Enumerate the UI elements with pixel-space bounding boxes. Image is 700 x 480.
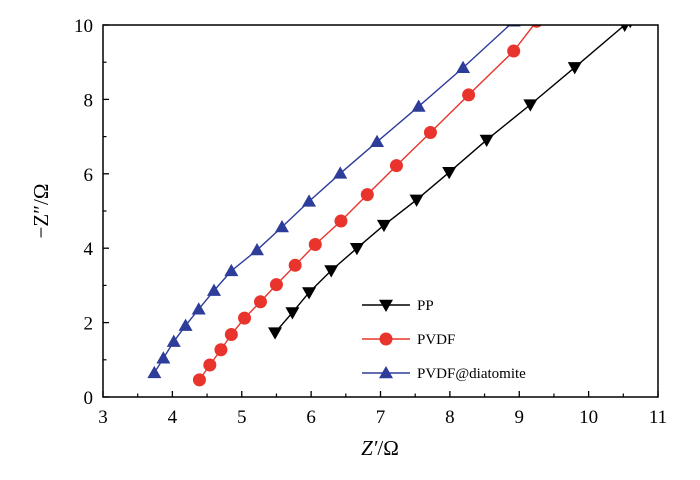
x-tick-label: 5 (237, 407, 247, 428)
data-point (442, 167, 457, 180)
data-point (156, 351, 171, 364)
data-point (531, 25, 542, 28)
data-point (274, 219, 289, 233)
series-line (153, 25, 511, 374)
data-point (409, 194, 424, 207)
series-pvdf-diatomite (147, 25, 521, 379)
data-point (389, 159, 403, 173)
series-layer (147, 25, 633, 387)
data-point (333, 166, 348, 179)
data-point (423, 126, 437, 140)
y-tick-label: 10 (74, 16, 93, 37)
y-tick-label: 8 (84, 90, 94, 111)
legend-label: PVDF@diatomite (417, 366, 526, 382)
data-point (203, 358, 217, 372)
x-tick-label: 9 (515, 407, 525, 428)
data-point (462, 88, 476, 102)
data-point (334, 214, 348, 228)
x-tick-label: 8 (445, 407, 455, 428)
y-axis-title-unit: /Ω (29, 184, 53, 205)
data-point (178, 318, 193, 331)
data-point (411, 99, 426, 112)
series-line (198, 25, 535, 381)
data-point (224, 263, 239, 277)
data-point (268, 327, 283, 340)
x-tick-label: 3 (98, 407, 108, 428)
x-tick-label: 6 (306, 407, 316, 428)
data-point (324, 265, 339, 278)
x-tick-label: 4 (168, 407, 178, 428)
data-point (224, 328, 238, 342)
data-point (349, 242, 364, 256)
data-point (253, 295, 267, 309)
x-axis-title-main: Z′ (361, 436, 378, 460)
data-point (166, 334, 181, 347)
x-axis-title-unit: /Ω (377, 436, 398, 460)
data-point (376, 219, 391, 233)
legend-marker (379, 299, 393, 312)
data-point (620, 25, 629, 32)
data-point (370, 134, 385, 148)
legend-label: PP (417, 298, 434, 314)
data-point (308, 237, 322, 251)
legend-item: PVDF@diatomite (362, 366, 526, 382)
data-point (269, 278, 283, 292)
legend: PP PVDF PVDF@diatomite (362, 298, 526, 382)
legend-item: PP (362, 298, 434, 314)
data-point (214, 343, 228, 357)
data-point (302, 194, 317, 207)
legend-marker (379, 332, 393, 346)
data-point (456, 60, 471, 74)
data-point (147, 365, 162, 379)
legend-item: PVDF (362, 332, 455, 348)
data-point (628, 25, 633, 29)
data-point (288, 258, 302, 272)
y-tick-label: 0 (84, 388, 94, 409)
data-point (285, 307, 300, 320)
data-point (192, 373, 206, 387)
legend-marker (379, 366, 393, 379)
data-point (523, 99, 538, 112)
x-tick-label: 11 (649, 407, 667, 428)
data-point (507, 44, 521, 58)
y-tick-label: 2 (84, 314, 94, 335)
y-axis-title-main: −Z″ (29, 205, 53, 238)
data-point (250, 243, 265, 256)
x-tick-label: 10 (579, 407, 598, 428)
x-tick-label: 7 (376, 407, 386, 428)
data-point (191, 302, 206, 315)
y-axis-title: −Z″/Ω (29, 184, 53, 239)
data-point (238, 311, 252, 325)
data-point (360, 188, 374, 202)
series-pvdf (192, 25, 542, 387)
series-pp (268, 25, 633, 340)
data-point (207, 283, 221, 296)
y-tick-label: 6 (84, 165, 94, 186)
x-axis-title: Z′/Ω (361, 436, 399, 460)
y-tick-label: 4 (84, 239, 94, 260)
tick-layer: 3 4 5 6 7 8 9 10 11 0 2 4 6 8 10 (74, 16, 667, 428)
data-point (302, 287, 317, 300)
legend-label: PVDF (417, 332, 455, 348)
data-point (567, 62, 582, 75)
data-point (479, 134, 494, 147)
